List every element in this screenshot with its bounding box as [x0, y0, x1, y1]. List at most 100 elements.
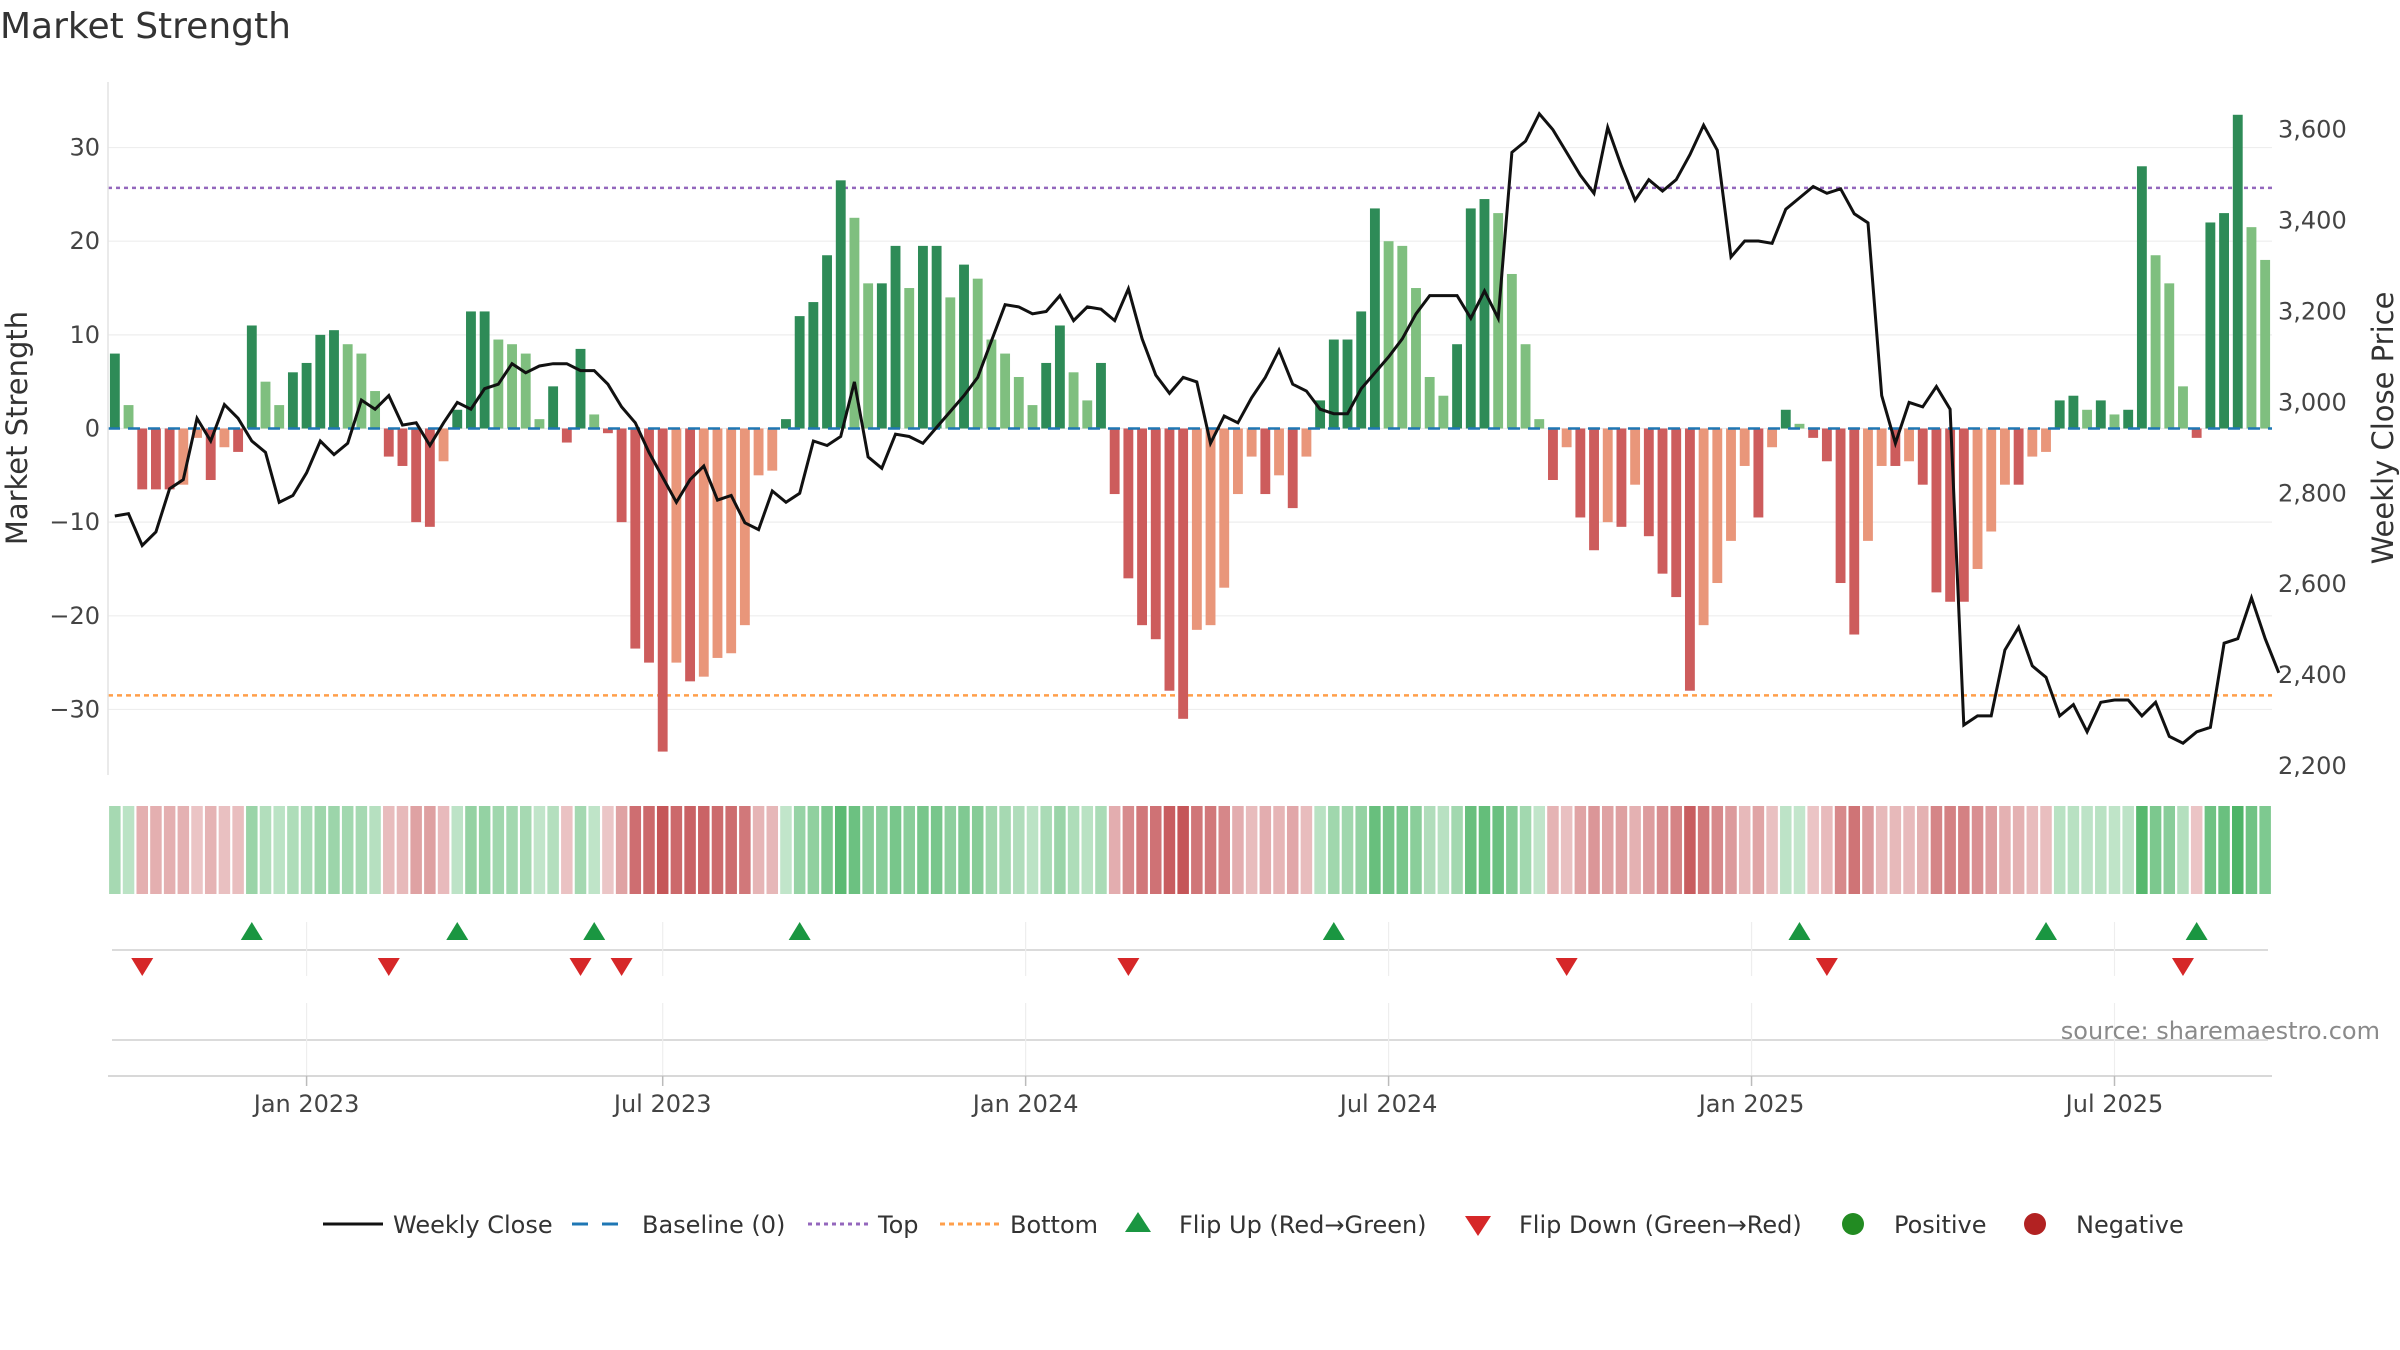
heat-cell [752, 806, 765, 894]
heat-cell [1437, 806, 1450, 894]
strength-bar [424, 428, 435, 527]
strength-bar [1561, 428, 1572, 448]
strength-bar [1411, 288, 1421, 429]
heat-cell [314, 806, 327, 894]
heat-cell [2232, 806, 2244, 894]
strength-bar [246, 325, 257, 429]
flip-up-marker [240, 922, 263, 940]
flip-up-marker [1788, 922, 1811, 940]
right-axis-title: Weekly Close Price [2366, 292, 2400, 565]
heat-cell [533, 806, 546, 894]
left-tick-label: 0 [85, 415, 100, 443]
flip-down-marker [1117, 958, 1140, 976]
heat-cell [136, 806, 148, 894]
legend-label: Positive [1894, 1211, 1987, 1239]
heat-cell [1451, 806, 1463, 894]
strength-bar [479, 311, 490, 429]
strength-bar [287, 372, 298, 429]
strength-bar [1383, 241, 1394, 429]
heat-cell [834, 806, 847, 894]
heat-cell [876, 806, 888, 894]
strength-bar [1096, 362, 1106, 429]
heat-cell [1725, 806, 1737, 894]
heat-cell [1369, 806, 1381, 894]
heat-cell [848, 806, 861, 894]
heat-cell [574, 806, 587, 894]
strength-bar [2205, 222, 2216, 429]
heat-cell [1588, 806, 1600, 894]
strength-bar [205, 428, 216, 481]
legend: Weekly Close Baseline (0) Top Bottom Flip Up… [323, 1211, 2184, 1239]
heat-cell [2067, 806, 2080, 894]
heat-cell [1245, 806, 1258, 894]
strength-bar [602, 428, 613, 434]
heat-cell [711, 806, 724, 894]
heat-cell [1054, 806, 1066, 894]
left-tick-label: −20 [49, 602, 100, 630]
strength-bar [1986, 428, 1997, 532]
heat-cell [1286, 806, 1299, 894]
strength-bar [561, 428, 572, 443]
heat-cell [1889, 806, 1902, 894]
heat-cell [985, 806, 998, 894]
strength-bar [1712, 428, 1723, 584]
legend-negative-icon [2024, 1213, 2046, 1235]
strength-bar [712, 428, 723, 658]
legend-label: Flip Down (Green→Red) [1519, 1211, 1802, 1239]
strength-bar [1150, 428, 1161, 640]
x-tick-label: Jan 2024 [971, 1090, 1079, 1118]
strength-bar [1835, 428, 1846, 584]
strength-bar [274, 405, 285, 429]
strength-bar [1233, 428, 1243, 495]
strength-bar [2082, 409, 2093, 429]
strength-bar [2219, 213, 2229, 429]
heat-cell [1916, 806, 1929, 894]
strength-bar [781, 419, 791, 429]
heat-cell [1067, 806, 1080, 894]
strength-bar [1945, 428, 1956, 602]
strength-bar [2068, 395, 2079, 429]
heat-cell [821, 806, 833, 894]
heat-cell [862, 806, 874, 894]
right-tick-label: 2,800 [2278, 479, 2347, 507]
heat-cell [1382, 806, 1395, 894]
strength-bar [1191, 428, 1202, 630]
flip-up-marker [1322, 922, 1345, 940]
heat-cell [1232, 806, 1244, 894]
left-axis-ticks: −30 −20 −10 0 10 20 30 [49, 134, 100, 724]
strength-bar [726, 428, 737, 654]
strength-bar [466, 311, 476, 429]
heat-cell [547, 806, 559, 894]
heat-cell [1040, 806, 1052, 894]
right-tick-label: 3,600 [2278, 116, 2347, 144]
heat-cell [1793, 806, 1806, 894]
heat-cell [204, 806, 217, 894]
strength-bar [301, 362, 312, 429]
strength-bar [1643, 428, 1654, 537]
heat-cell [2053, 806, 2066, 894]
heat-cell [889, 806, 902, 894]
strength-bar [2109, 414, 2120, 429]
heat-cell [465, 806, 477, 894]
heat-cell [1766, 806, 1778, 894]
strength-bar [452, 409, 463, 429]
strength-bar [1698, 428, 1709, 626]
heat-cell [807, 806, 820, 894]
strength-bar [959, 264, 969, 429]
strength-bar [1013, 376, 1024, 429]
strength-bar [1082, 400, 1093, 429]
heat-cell [766, 806, 779, 894]
heat-cell [561, 806, 573, 894]
strength-bar [2164, 283, 2175, 429]
strength-bar [151, 428, 161, 490]
heat-cell [424, 806, 436, 894]
strength-bar [1274, 428, 1284, 476]
heat-cell [1615, 806, 1628, 894]
heat-cell [1533, 806, 1546, 894]
strength-bar [356, 353, 367, 429]
strength-bar [1753, 428, 1764, 518]
heat-cell [739, 806, 751, 894]
strength-bar [1931, 428, 1942, 593]
strength-bar [260, 381, 271, 429]
strength-bar [2095, 400, 2106, 429]
